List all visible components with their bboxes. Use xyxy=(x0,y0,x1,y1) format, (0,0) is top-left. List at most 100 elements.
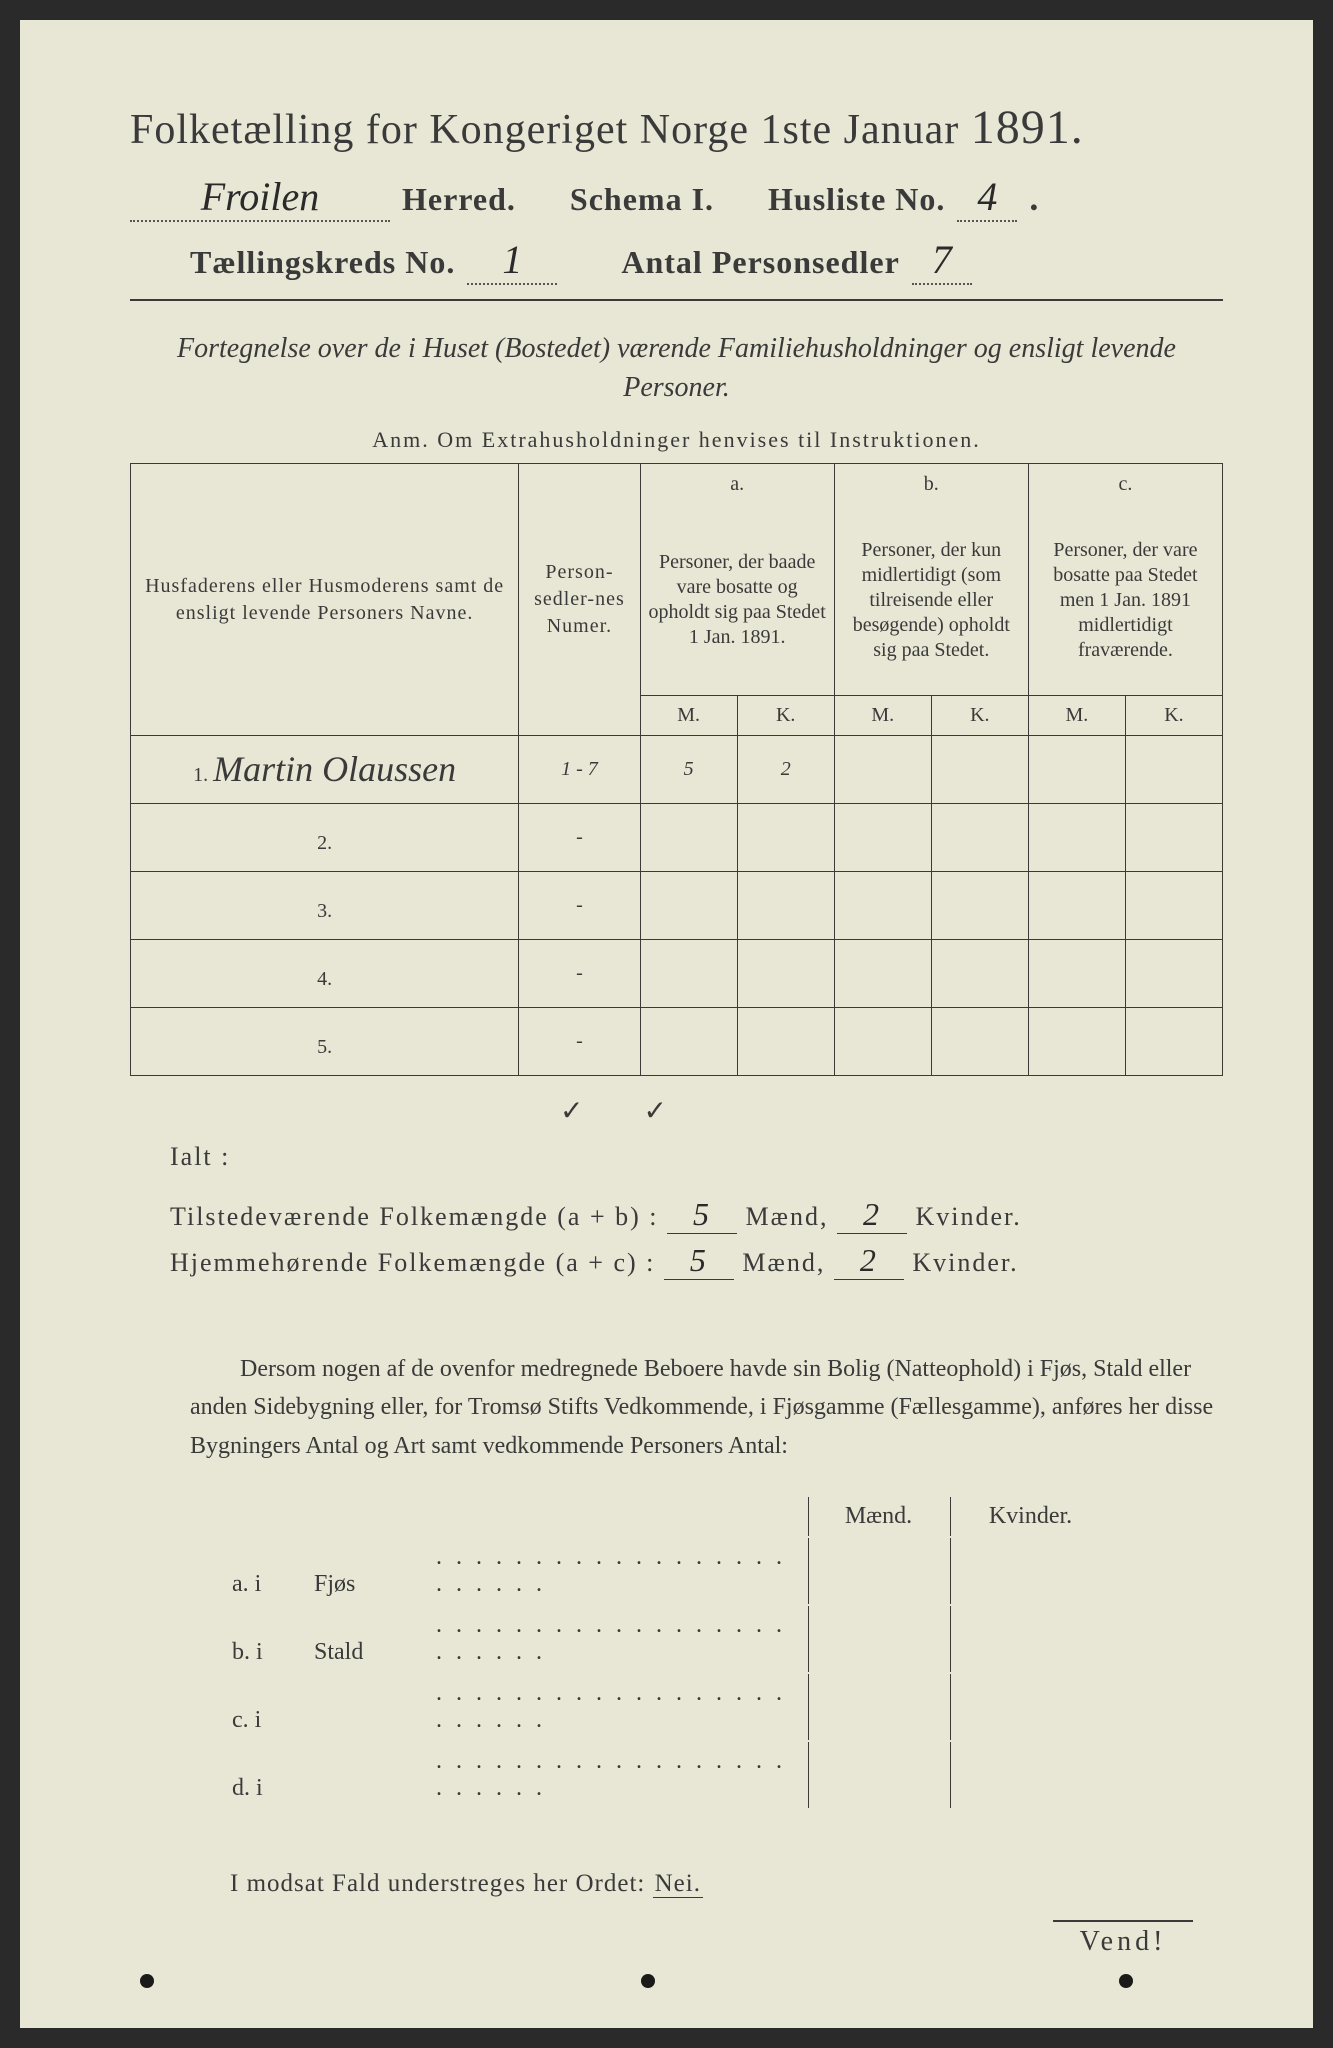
th-c: Personer, der vare bosatte paa Stedet me… xyxy=(1028,505,1222,695)
nei: Nei. xyxy=(653,1870,703,1898)
kreds-value: 1 xyxy=(487,236,537,283)
table-row: 2. - xyxy=(131,803,1223,871)
antal-label: Antal Personsedler xyxy=(621,244,899,281)
punch-mark xyxy=(140,1974,154,1988)
th-b: Personer, der kun midlertidigt (som tilr… xyxy=(834,505,1028,695)
cell-b-k xyxy=(931,1007,1028,1075)
modsat-line: I modsat Fald understreges her Ordet: Ne… xyxy=(230,1870,1223,1898)
anm-note: Anm. Om Extrahusholdninger henvises til … xyxy=(130,427,1223,453)
totals2-m: 5 xyxy=(674,1242,724,1279)
cell-a-k xyxy=(737,1007,834,1075)
table-row: 5. - xyxy=(131,1007,1223,1075)
bt-m-cell xyxy=(808,1742,948,1808)
cell-c-m xyxy=(1028,1007,1125,1075)
building-row: a. iFjøs. . . . . . . . . . . . . . . . … xyxy=(222,1538,1110,1604)
kreds-label: Tællingskreds No. xyxy=(190,244,455,281)
maend-label: Mænd, xyxy=(746,1202,829,1231)
bt-dots: . . . . . . . . . . . . . . . . . . . . … xyxy=(426,1742,806,1808)
bt-kvinder: Kvinder. xyxy=(950,1497,1110,1536)
cell-a-k xyxy=(737,939,834,1007)
bt-maend: Mænd. xyxy=(808,1497,948,1536)
bt-k-cell xyxy=(950,1674,1110,1740)
subtitle: Fortegnelse over de i Huset (Bostedet) v… xyxy=(130,329,1223,407)
bt-dots: . . . . . . . . . . . . . . . . . . . . … xyxy=(426,1674,806,1740)
bt-key: c. i xyxy=(222,1674,302,1740)
title-text: Folketælling for Kongeriget Norge 1ste J… xyxy=(130,107,959,153)
cell-c-k xyxy=(1125,735,1222,803)
husliste-label: Husliste No. xyxy=(768,181,945,218)
cell-b-k xyxy=(931,735,1028,803)
check-a-k: ✓ xyxy=(643,1094,666,1128)
row-personnum: 1 - 7 xyxy=(519,735,640,803)
herred-label: Herred. xyxy=(402,181,516,218)
check-a-m: ✓ xyxy=(560,1094,583,1128)
bt-key: d. i xyxy=(222,1742,302,1808)
totals2-k: 2 xyxy=(844,1242,894,1279)
header-row-2: Tællingskreds No. 1 Antal Personsedler 7 xyxy=(190,236,1223,285)
row-number: 4. xyxy=(131,939,519,1007)
building-row: c. i . . . . . . . . . . . . . . . . . . … xyxy=(222,1674,1110,1740)
cell-b-m xyxy=(834,939,931,1007)
cell-c-m xyxy=(1028,871,1125,939)
herred-value: Froilen xyxy=(201,173,320,220)
cell-c-k xyxy=(1125,939,1222,1007)
bt-k-cell xyxy=(950,1742,1110,1808)
th-b-top: b. xyxy=(834,464,1028,506)
punch-mark xyxy=(641,1974,655,1988)
kvinder-label: Kvinder. xyxy=(915,1202,1021,1231)
th-c-m: M. xyxy=(1028,695,1125,735)
cell-c-k xyxy=(1125,871,1222,939)
cell-c-m xyxy=(1028,939,1125,1007)
cell-b-m xyxy=(834,735,931,803)
th-c-k: K. xyxy=(1125,695,1222,735)
bt-key: b. i xyxy=(222,1606,302,1672)
cell-a-k xyxy=(737,803,834,871)
ialt-label: Ialt : xyxy=(170,1142,1223,1172)
row-number: 3. xyxy=(131,871,519,939)
table-row: 4. - xyxy=(131,939,1223,1007)
th-a: Personer, der baade vare bosatte og opho… xyxy=(640,505,834,695)
th-b-m: M. xyxy=(834,695,931,735)
bt-label: Stald xyxy=(304,1606,424,1672)
schema-label: Schema I. xyxy=(570,181,714,218)
husliste-value: 4 xyxy=(962,173,1012,220)
cell-c-k xyxy=(1125,1007,1222,1075)
vend: Vend! xyxy=(1053,1920,1193,1958)
building-row: d. i . . . . . . . . . . . . . . . . . . … xyxy=(222,1742,1110,1808)
bt-key: a. i xyxy=(222,1538,302,1604)
bt-k-cell xyxy=(950,1538,1110,1604)
totals2-label: Hjemmehørende Folkemængde (a + c) : xyxy=(170,1248,655,1277)
kvinder-label-2: Kvinder. xyxy=(912,1248,1018,1277)
building-table: Mænd. Kvinder. a. iFjøs. . . . . . . . .… xyxy=(220,1495,1112,1810)
cell-b-m xyxy=(834,803,931,871)
th-b-k: K. xyxy=(931,695,1028,735)
totals1-m: 5 xyxy=(677,1196,727,1233)
modsat-text: I modsat Fald understreges her Ordet: xyxy=(230,1870,645,1897)
paragraph: Dersom nogen af de ovenfor medregnede Be… xyxy=(190,1350,1223,1465)
cell-a-m xyxy=(640,939,737,1007)
bt-m-cell xyxy=(808,1606,948,1672)
cell-c-m xyxy=(1028,735,1125,803)
row-personnum: - xyxy=(519,871,640,939)
totals-line-2: Hjemmehørende Folkemængde (a + c) : 5 Mæ… xyxy=(170,1242,1223,1280)
cell-b-m xyxy=(834,1007,931,1075)
title-year: 1891. xyxy=(971,101,1084,154)
cell-b-k xyxy=(931,803,1028,871)
row-personnum: - xyxy=(519,1007,640,1075)
bt-label: Fjøs xyxy=(304,1538,424,1604)
cell-b-k xyxy=(931,871,1028,939)
bt-k-cell xyxy=(950,1606,1110,1672)
th-name: Husfaderens eller Husmoderens samt de en… xyxy=(131,464,519,736)
census-form-page: Folketælling for Kongeriget Norge 1ste J… xyxy=(20,20,1313,2028)
row-personnum: - xyxy=(519,803,640,871)
maend-label-2: Mænd, xyxy=(742,1248,825,1277)
cell-a-k: 2 xyxy=(737,735,834,803)
cell-a-m xyxy=(640,871,737,939)
bt-m-cell xyxy=(808,1674,948,1740)
cell-a-m xyxy=(640,1007,737,1075)
th-num: Person-sedler-nes Numer. xyxy=(519,464,640,736)
bt-m-cell xyxy=(808,1538,948,1604)
punch-mark xyxy=(1119,1974,1133,1988)
cell-a-k xyxy=(737,871,834,939)
totals1-label: Tilstedeværende Folkemængde (a + b) : xyxy=(170,1202,659,1231)
